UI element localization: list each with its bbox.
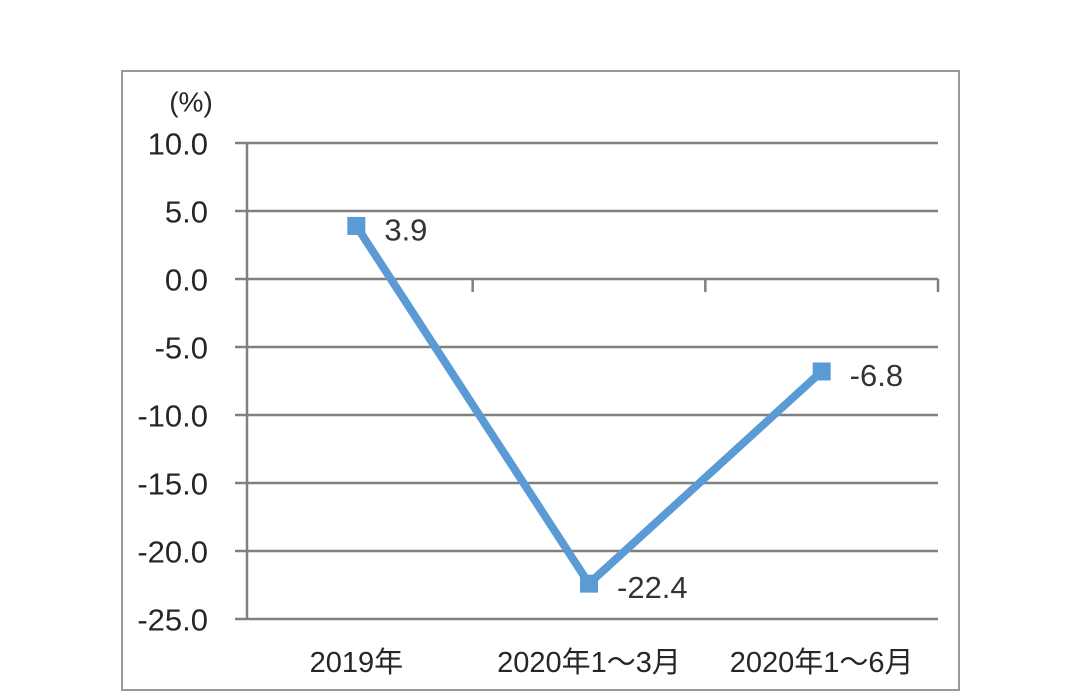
series-layer — [347, 216, 831, 593]
data-label: -22.4 — [617, 570, 688, 605]
x-category-label: 2020年1～6月 — [730, 646, 914, 679]
y-tick-label: 0.0 — [165, 263, 208, 298]
y-tick-label: -25.0 — [137, 603, 208, 638]
text-layer: 10.0 5.0 0.0 -5.0 -10.0 -15.0 -20.0 -25.0 3.9 -22… — [137, 127, 913, 680]
grid-layer — [235, 141, 938, 621]
data-point-marker — [580, 574, 598, 593]
y-tick-label: -15.0 — [137, 467, 208, 502]
y-tick-label: -10.0 — [137, 399, 208, 434]
data-point-marker — [347, 216, 366, 235]
chart-frame — [121, 70, 960, 691]
x-category-label: 2020年1～3月 — [497, 646, 681, 679]
y-tick-label: 10.0 — [148, 127, 208, 162]
data-point-marker — [812, 362, 831, 381]
data-label: 3.9 — [384, 212, 427, 247]
axis-unit-label: (%) — [169, 87, 213, 118]
y-tick-label: 5.0 — [165, 195, 208, 230]
axis-layer — [245, 142, 940, 620]
y-tick-label: -20.0 — [137, 535, 208, 570]
y-tick-label: -5.0 — [155, 331, 208, 366]
data-label: -6.8 — [850, 358, 903, 393]
x-category-label: 2019年 — [310, 646, 404, 679]
